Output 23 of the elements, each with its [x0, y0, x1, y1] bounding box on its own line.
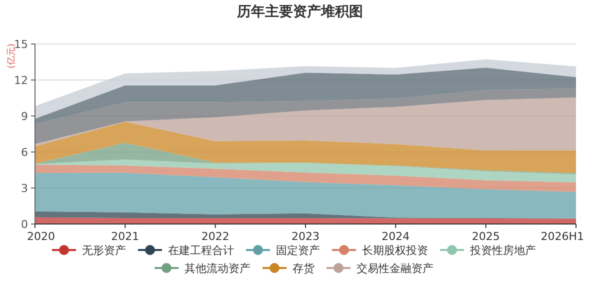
x-tick-label: 2024: [382, 230, 410, 243]
legend-label: 交易性金融资产: [356, 262, 434, 275]
legend-label: 无形资产: [82, 244, 126, 257]
x-tick-label: 2025: [472, 230, 500, 243]
legend-label: 投资性房地产: [469, 244, 536, 257]
x-tick-label: 2026H1: [540, 230, 584, 243]
y-axis-title: (亿元): [6, 43, 17, 69]
x-tick-label: 2021: [111, 230, 140, 243]
legend-label: 固定资产: [276, 244, 320, 257]
legend-label: 在建工程合计: [168, 244, 234, 257]
legend-label: 其他流动资产: [184, 262, 250, 275]
y-tick-label: 6: [21, 146, 28, 159]
x-tick-label: 2022: [201, 230, 230, 243]
legend-label: 长期股权投资: [362, 244, 428, 257]
y-tick-label: 12: [14, 74, 28, 87]
x-tick-label: 2023: [292, 230, 320, 243]
y-tick-label: 15: [14, 38, 28, 51]
x-tick-label: 2020: [27, 230, 55, 243]
y-tick-label: 9: [21, 110, 28, 123]
y-tick-label: 3: [21, 182, 28, 195]
chart-title: 历年主要资产堆积图: [236, 3, 363, 20]
legend-label: 存货: [292, 262, 314, 275]
y-tick-label: 0: [21, 218, 28, 231]
